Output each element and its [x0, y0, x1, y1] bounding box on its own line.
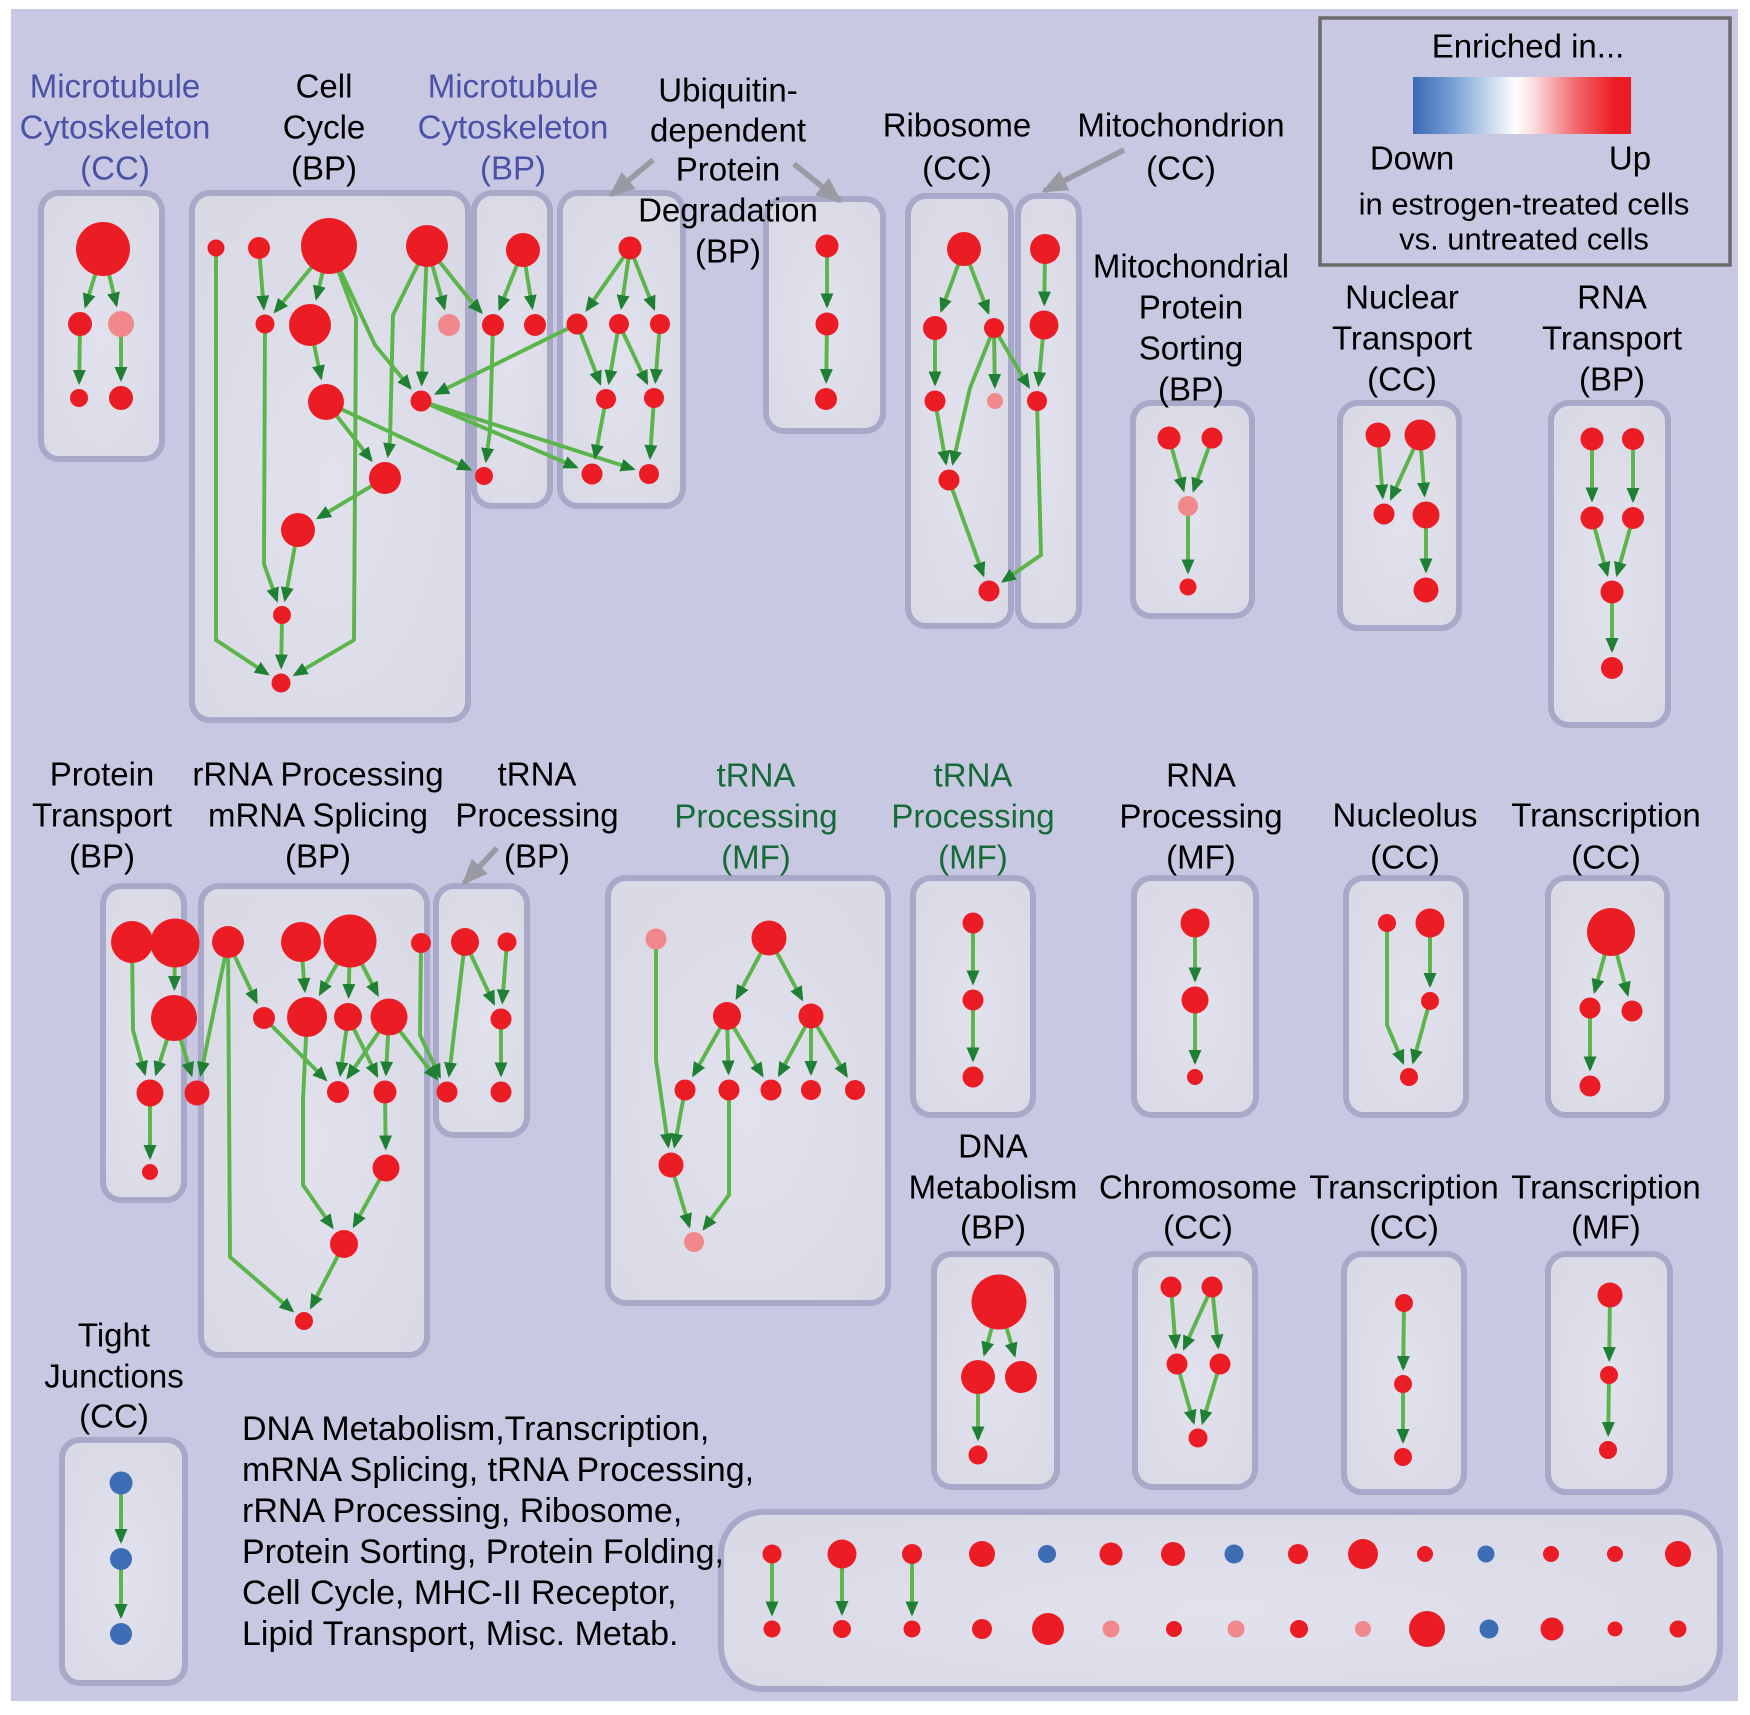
- svg-text:(CC): (CC): [1571, 839, 1641, 876]
- svg-text:rRNA Processing: rRNA Processing: [192, 756, 443, 793]
- svg-text:mRNA Splicing: mRNA Splicing: [208, 797, 428, 834]
- svg-text:dependent: dependent: [650, 112, 806, 149]
- svg-text:Protein: Protein: [676, 151, 781, 188]
- svg-text:(BP): (BP): [695, 233, 761, 270]
- svg-text:Ubiquitin-: Ubiquitin-: [658, 72, 797, 109]
- svg-text:(BP): (BP): [1579, 361, 1645, 398]
- svg-text:(CC): (CC): [79, 1398, 149, 1435]
- svg-text:Protein: Protein: [50, 756, 155, 793]
- svg-text:Ribosome: Ribosome: [883, 107, 1032, 144]
- svg-text:Chromosome: Chromosome: [1099, 1169, 1297, 1206]
- svg-text:Nuclear: Nuclear: [1345, 279, 1459, 316]
- svg-text:Microtubule: Microtubule: [428, 68, 599, 105]
- svg-text:Degradation: Degradation: [638, 192, 818, 229]
- svg-text:Metabolism: Metabolism: [909, 1169, 1078, 1206]
- svg-text:Lipid Transport, Misc. Metab.: Lipid Transport, Misc. Metab.: [242, 1615, 679, 1653]
- svg-text:Processing: Processing: [891, 798, 1054, 835]
- svg-text:(BP): (BP): [69, 838, 135, 875]
- svg-text:Transcription: Transcription: [1309, 1169, 1499, 1206]
- svg-text:Cycle: Cycle: [283, 109, 366, 146]
- svg-text:Transport: Transport: [32, 797, 172, 834]
- svg-text:Transcription: Transcription: [1511, 797, 1701, 834]
- svg-text:Mitochondrial: Mitochondrial: [1093, 248, 1289, 285]
- svg-text:(CC): (CC): [1146, 150, 1216, 187]
- svg-text:Junctions: Junctions: [44, 1358, 183, 1395]
- svg-text:Enriched in...: Enriched in...: [1432, 28, 1625, 65]
- svg-text:Mitochondrion: Mitochondrion: [1077, 107, 1284, 144]
- svg-text:(CC): (CC): [80, 150, 150, 187]
- svg-text:(CC): (CC): [1163, 1209, 1233, 1246]
- svg-text:(BP): (BP): [504, 838, 570, 875]
- svg-text:mRNA Splicing, tRNA Processing: mRNA Splicing, tRNA Processing,: [242, 1451, 754, 1489]
- svg-text:Nucleolus: Nucleolus: [1333, 797, 1478, 834]
- svg-text:Down: Down: [1370, 140, 1454, 177]
- svg-text:Processing: Processing: [455, 797, 618, 834]
- svg-text:RNA: RNA: [1166, 757, 1236, 794]
- svg-text:(MF): (MF): [1166, 839, 1236, 876]
- svg-text:Transport: Transport: [1332, 320, 1472, 357]
- svg-text:(MF): (MF): [1571, 1209, 1641, 1246]
- svg-text:(MF): (MF): [721, 839, 791, 876]
- svg-text:Processing: Processing: [1119, 798, 1282, 835]
- svg-text:vs. untreated cells: vs. untreated cells: [1399, 222, 1649, 257]
- svg-text:Microtubule: Microtubule: [30, 68, 201, 105]
- svg-text:DNA: DNA: [958, 1128, 1028, 1165]
- svg-text:(BP): (BP): [285, 838, 351, 875]
- svg-text:Cell Cycle, MHC-II Receptor,: Cell Cycle, MHC-II Receptor,: [242, 1574, 677, 1612]
- svg-text:Protein Sorting, Protein Foldi: Protein Sorting, Protein Folding,: [242, 1533, 724, 1571]
- svg-text:(BP): (BP): [480, 150, 546, 187]
- svg-text:RNA: RNA: [1577, 279, 1647, 316]
- svg-text:Sorting: Sorting: [1139, 330, 1244, 367]
- svg-text:(BP): (BP): [960, 1209, 1026, 1246]
- svg-text:(BP): (BP): [1158, 371, 1224, 408]
- svg-text:tRNA: tRNA: [498, 756, 577, 793]
- svg-text:Transport: Transport: [1542, 320, 1682, 357]
- svg-text:Cytoskeleton: Cytoskeleton: [20, 109, 211, 146]
- svg-text:(CC): (CC): [1370, 839, 1440, 876]
- svg-text:Tight: Tight: [78, 1317, 150, 1354]
- svg-text:Cytoskeleton: Cytoskeleton: [418, 109, 609, 146]
- svg-text:Up: Up: [1609, 140, 1651, 177]
- svg-text:Protein: Protein: [1139, 289, 1244, 326]
- svg-text:rRNA Processing, Ribosome,: rRNA Processing, Ribosome,: [242, 1492, 682, 1530]
- svg-text:(MF): (MF): [938, 839, 1008, 876]
- svg-text:Cell: Cell: [296, 68, 353, 105]
- svg-text:(CC): (CC): [1367, 361, 1437, 398]
- svg-text:(BP): (BP): [291, 150, 357, 187]
- svg-text:tRNA: tRNA: [717, 757, 796, 794]
- svg-text:in estrogen-treated cells: in estrogen-treated cells: [1359, 187, 1690, 222]
- svg-text:Processing: Processing: [674, 798, 837, 835]
- svg-text:tRNA: tRNA: [934, 757, 1013, 794]
- svg-text:(CC): (CC): [1369, 1209, 1439, 1246]
- svg-text:DNA Metabolism,Transcription,: DNA Metabolism,Transcription,: [242, 1410, 709, 1448]
- svg-text:(CC): (CC): [922, 150, 992, 187]
- svg-text:Transcription: Transcription: [1511, 1169, 1701, 1206]
